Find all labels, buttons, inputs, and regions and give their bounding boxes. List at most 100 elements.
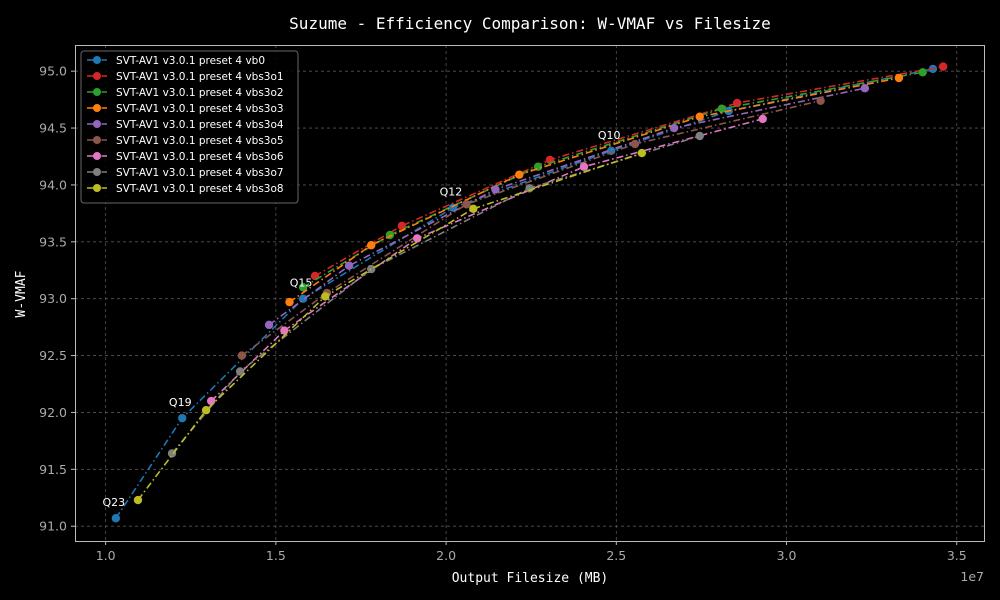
series-line bbox=[289, 77, 900, 303]
legend-box bbox=[80, 50, 299, 204]
y-tick-label: 93.0 bbox=[39, 291, 67, 306]
series-line bbox=[137, 152, 643, 501]
legend-marker bbox=[93, 88, 101, 96]
y-tick-label: 94.0 bbox=[39, 177, 67, 192]
series-line bbox=[241, 99, 821, 357]
legend-item: SVT-AV1 v3.0.1 preset 4 vbs3o5 bbox=[87, 135, 284, 147]
series-8 bbox=[133, 148, 647, 505]
y-tick-label: 91.5 bbox=[39, 462, 67, 477]
data-point bbox=[637, 148, 647, 158]
y-axis-label: W-VMAF bbox=[14, 270, 29, 317]
quality-annotation: Q23 bbox=[103, 496, 126, 509]
series-4 bbox=[264, 84, 870, 330]
series-2 bbox=[298, 68, 927, 292]
series-layer bbox=[111, 62, 948, 523]
data-point bbox=[816, 96, 825, 105]
legend-item: SVT-AV1 v3.0.1 preset 4 vbs3o2 bbox=[87, 87, 284, 99]
quality-annotation: Q12 bbox=[440, 186, 463, 199]
x-tick-label: 3.0 bbox=[777, 548, 797, 563]
data-point bbox=[758, 114, 767, 124]
data-point bbox=[860, 84, 870, 93]
legend-item: SVT-AV1 v3.0.1 preset 4 vb0 bbox=[87, 55, 265, 67]
legend-label: SVT-AV1 v3.0.1 preset 4 vbs3o1 bbox=[116, 71, 284, 83]
legend-item: SVT-AV1 v3.0.1 preset 4 vbs3o1 bbox=[87, 71, 284, 83]
legend: SVT-AV1 v3.0.1 preset 4 vb0 SVT-AV1 v3.0.… bbox=[80, 50, 299, 204]
data-point bbox=[111, 514, 121, 523]
y-tick-label: 94.5 bbox=[39, 121, 67, 136]
series-line bbox=[268, 87, 865, 326]
legend-marker bbox=[93, 168, 101, 176]
data-point bbox=[525, 184, 534, 193]
data-point bbox=[235, 367, 245, 376]
data-point bbox=[298, 283, 308, 292]
data-point bbox=[938, 62, 948, 71]
data-point bbox=[717, 104, 727, 113]
legend-label: SVT-AV1 v3.0.1 preset 4 vbs3o3 bbox=[116, 103, 284, 115]
legend-item: SVT-AV1 v3.0.1 preset 4 vbs3o3 bbox=[87, 103, 284, 115]
legend-label: SVT-AV1 v3.0.1 preset 4 vb0 bbox=[116, 55, 265, 67]
legend-label: SVT-AV1 v3.0.1 preset 4 vbs3o6 bbox=[116, 151, 284, 163]
data-point bbox=[366, 241, 376, 250]
data-point bbox=[366, 264, 376, 274]
data-point bbox=[695, 131, 704, 141]
y-tick-label: 92.5 bbox=[39, 348, 67, 363]
legend-label: SVT-AV1 v3.0.1 preset 4 vbs3o4 bbox=[116, 119, 284, 131]
y-tick-label: 91.0 bbox=[39, 519, 67, 534]
data-point bbox=[285, 297, 294, 307]
y-tick-label: 95.0 bbox=[39, 64, 67, 79]
legend-label: SVT-AV1 v3.0.1 preset 4 vbs3o8 bbox=[116, 183, 284, 195]
data-point bbox=[630, 139, 640, 149]
data-point bbox=[515, 170, 524, 179]
legend-item: SVT-AV1 v3.0.1 preset 4 vbs3o4 bbox=[87, 119, 284, 131]
legend-item: SVT-AV1 v3.0.1 preset 4 vbs3o6 bbox=[87, 151, 284, 163]
x-tick-label: 2.0 bbox=[436, 548, 456, 563]
legend-item: SVT-AV1 v3.0.1 preset 4 vbs3o7 bbox=[87, 167, 284, 179]
data-point bbox=[469, 204, 478, 214]
data-point bbox=[237, 351, 247, 360]
data-point bbox=[344, 261, 354, 270]
y-tick-label: 93.5 bbox=[39, 234, 67, 249]
chart-title: Suzume - Efficiency Comparison: W-VMAF v… bbox=[289, 14, 771, 33]
legend-label: SVT-AV1 v3.0.1 preset 4 vbs3o7 bbox=[116, 167, 284, 179]
legend-marker bbox=[93, 184, 101, 192]
legend-marker bbox=[93, 136, 101, 144]
series-5 bbox=[237, 96, 825, 360]
data-point bbox=[321, 292, 330, 301]
y-tick-label: 92.0 bbox=[39, 405, 67, 420]
x-axis-scale-label: 1e7 bbox=[960, 569, 984, 584]
legend-label: SVT-AV1 v3.0.1 preset 4 vbs3o2 bbox=[116, 87, 284, 99]
series-1 bbox=[310, 62, 948, 281]
x-tick-label: 1.5 bbox=[266, 548, 286, 563]
data-point bbox=[579, 162, 589, 171]
x-tick-label: 3.5 bbox=[947, 548, 967, 563]
x-tick-label: 1.0 bbox=[96, 548, 116, 563]
data-point bbox=[201, 405, 211, 415]
data-point bbox=[133, 495, 143, 505]
data-point bbox=[298, 294, 308, 303]
tick-labels: 1.0 1.5 2.0 2.5 3.0 3.5 91.0 91.5 92.0 92.5 93.0 93… bbox=[39, 64, 967, 563]
data-point bbox=[206, 396, 216, 406]
legend-marker bbox=[93, 72, 101, 80]
legend-marker bbox=[93, 152, 101, 160]
data-point bbox=[462, 200, 471, 209]
data-point bbox=[669, 123, 679, 133]
x-axis-label: Output Filesize (MB) bbox=[452, 571, 609, 586]
annotation-layer: Q23 Q19 Q15 Q12 Q10 bbox=[103, 129, 621, 509]
legend-marker bbox=[93, 56, 101, 64]
legend-marker bbox=[93, 104, 101, 112]
data-point bbox=[412, 234, 422, 243]
quality-annotation: Q15 bbox=[290, 277, 313, 290]
data-point bbox=[491, 185, 500, 194]
legend-item: SVT-AV1 v3.0.1 preset 4 vbs3o8 bbox=[87, 183, 284, 195]
data-point bbox=[918, 68, 927, 77]
quality-annotation: Q10 bbox=[598, 129, 621, 142]
data-point bbox=[695, 112, 704, 121]
data-point bbox=[264, 320, 274, 330]
series-3 bbox=[285, 73, 904, 307]
quality-annotation: Q19 bbox=[169, 396, 192, 409]
x-tick-label: 2.5 bbox=[606, 548, 626, 563]
data-point bbox=[894, 73, 904, 83]
data-point bbox=[178, 413, 187, 423]
